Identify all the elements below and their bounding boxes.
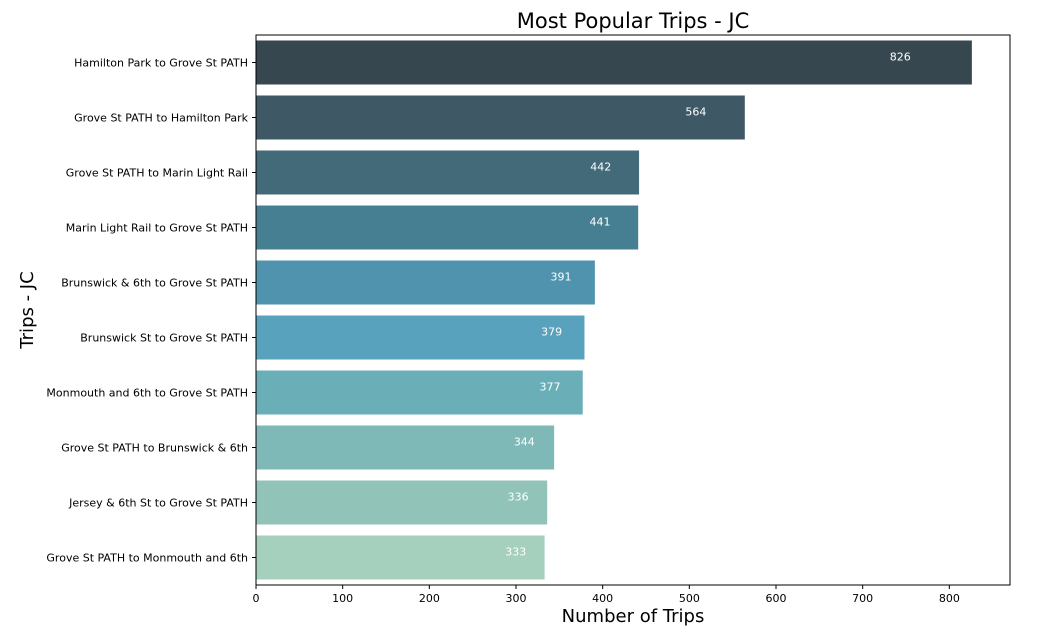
x-axis-title: Number of Trips (562, 606, 705, 627)
x-tick-label: 800 (939, 592, 960, 605)
x-tick-label: 300 (506, 592, 527, 605)
x-tick-label: 400 (592, 592, 613, 605)
chart-title: Most Popular Trips - JC (517, 9, 750, 33)
x-tick-label: 600 (766, 592, 787, 605)
x-tick-label: 100 (332, 592, 353, 605)
bar (256, 425, 555, 470)
x-tick-label: 0 (253, 592, 260, 605)
data-label: 377 (540, 381, 561, 394)
data-label: 441 (589, 216, 610, 229)
bar (256, 150, 640, 195)
category-label: Hamilton Park to Grove St PATH (74, 57, 248, 70)
category-label: Grove St PATH to Brunswick & 6th (61, 442, 248, 455)
bar (256, 370, 583, 415)
category-label: Brunswick St to Grove St PATH (80, 332, 248, 345)
bar (256, 205, 639, 250)
data-label: 442 (590, 161, 611, 174)
data-label: 564 (685, 106, 706, 119)
category-label: Grove St PATH to Marin Light Rail (66, 167, 248, 180)
category-label: Grove St PATH to Monmouth and 6th (46, 552, 248, 565)
bar (256, 480, 548, 525)
data-label: 344 (514, 436, 535, 449)
bar (256, 40, 972, 85)
data-label: 336 (508, 491, 529, 504)
category-label: Grove St PATH to Hamilton Park (74, 112, 248, 125)
bars-group (256, 40, 972, 580)
bar (256, 315, 585, 360)
data-labels: 826 564 442 441 391 379 377 344 336 333 (505, 51, 911, 559)
x-tick-label: 500 (679, 592, 700, 605)
bar (256, 535, 545, 580)
bar (256, 95, 745, 140)
y-axis-title: Trips - JC (17, 271, 38, 349)
category-label: Monmouth and 6th to Grove St PATH (46, 387, 248, 400)
x-tick-label: 700 (852, 592, 873, 605)
category-label: Marin Light Rail to Grove St PATH (66, 222, 248, 235)
x-axis-ticks: 0 100 200 300 400 500 600 700 800 (253, 585, 960, 605)
data-label: 379 (541, 326, 562, 339)
plot-frame (255, 34, 1011, 586)
data-label: 391 (550, 271, 571, 284)
category-label: Brunswick & 6th to Grove St PATH (61, 277, 248, 290)
x-tick-label: 200 (419, 592, 440, 605)
category-labels: Hamilton Park to Grove St PATH Grove St P… (46, 57, 256, 565)
bar (256, 260, 595, 305)
data-label: 826 (890, 51, 911, 64)
category-label: Jersey & 6th St to Grove St PATH (68, 497, 248, 510)
data-label: 333 (505, 546, 526, 559)
